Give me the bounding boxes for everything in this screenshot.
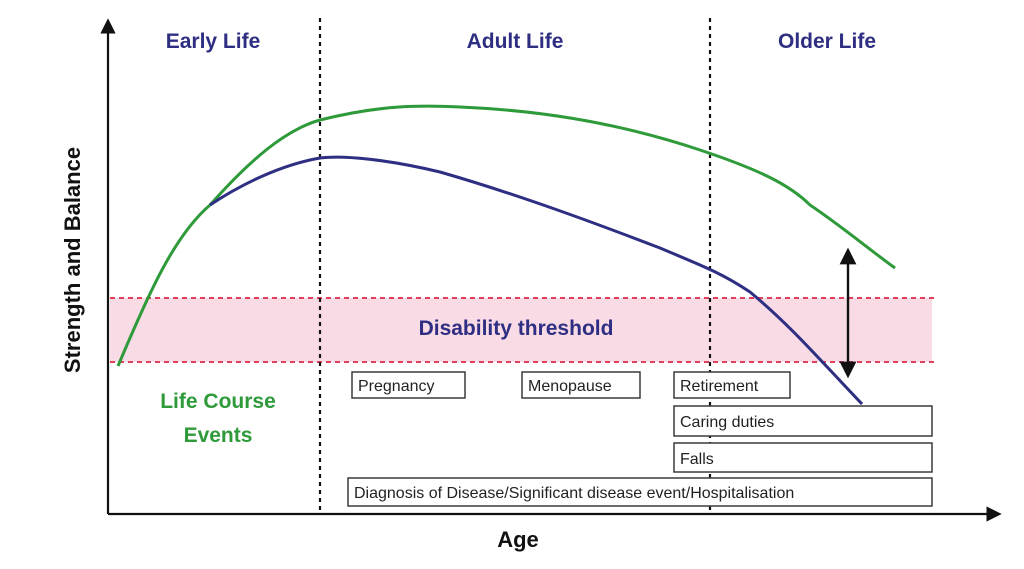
event-menopause: Menopause bbox=[521, 371, 641, 399]
green-curve bbox=[116, 104, 896, 367]
event-falls-label: Falls bbox=[680, 451, 714, 468]
event-caring-label: Caring duties bbox=[680, 414, 774, 431]
event-falls: Falls bbox=[673, 442, 933, 473]
phase-label-older: Older Life bbox=[778, 30, 876, 53]
event-caring-duties: Caring duties bbox=[673, 405, 933, 437]
event-retirement-label: Retirement bbox=[680, 378, 759, 395]
blue-curve bbox=[209, 155, 864, 406]
life-course-label-line1: Life Course bbox=[160, 390, 276, 413]
event-menopause-label: Menopause bbox=[528, 378, 612, 395]
phase-label-early: Early Life bbox=[166, 30, 261, 53]
disability-threshold-label: Disability threshold bbox=[419, 317, 614, 340]
x-axis-label: Age bbox=[497, 527, 539, 552]
event-retirement: Retirement bbox=[673, 371, 791, 399]
life-course-label-line2: Events bbox=[184, 424, 253, 447]
event-pregnancy-label: Pregnancy bbox=[358, 378, 435, 395]
disability-threshold-band bbox=[110, 298, 932, 362]
event-pregnancy: Pregnancy bbox=[351, 371, 466, 399]
y-axis-label: Strength and Balance bbox=[60, 147, 85, 373]
phase-label-adult: Adult Life bbox=[467, 30, 564, 53]
event-diagnosis: Diagnosis of Disease/Significant disease… bbox=[347, 477, 933, 507]
event-diagnosis-label: Diagnosis of Disease/Significant disease… bbox=[354, 485, 794, 502]
